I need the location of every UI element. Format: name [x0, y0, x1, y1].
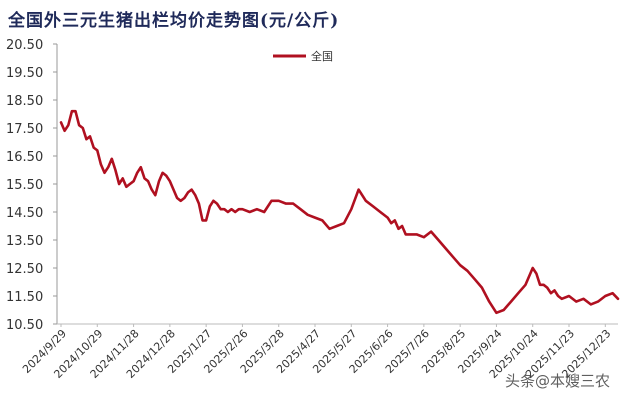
y-axis: 20.50 19.50 18.50 17.50 16.50 15.50 14.50 13.50… [6, 38, 58, 333]
y-tick-label: 15.50 [6, 178, 43, 193]
y-tick-label: 20.50 [6, 38, 43, 53]
y-tick-label: 16.50 [6, 150, 43, 165]
series-line-national [59, 109, 620, 315]
y-tick-label: 17.50 [6, 122, 43, 137]
y-tick-label: 12.50 [6, 262, 43, 277]
y-tick-label: 10.50 [6, 318, 43, 333]
legend-label: 全国 [311, 49, 333, 63]
y-tick-label: 19.50 [6, 66, 43, 81]
watermark: 头条@本嫂三农 [505, 372, 611, 390]
y-tick-label: 14.50 [6, 206, 43, 221]
y-tick-label: 11.50 [6, 290, 43, 305]
chart-title: 全国外三元生猪出栏均价走势图(元/公斤) [8, 11, 340, 31]
legend: 全国 [273, 49, 333, 63]
y-tick-label: 13.50 [6, 234, 43, 249]
y-tick-label: 18.50 [6, 94, 43, 109]
